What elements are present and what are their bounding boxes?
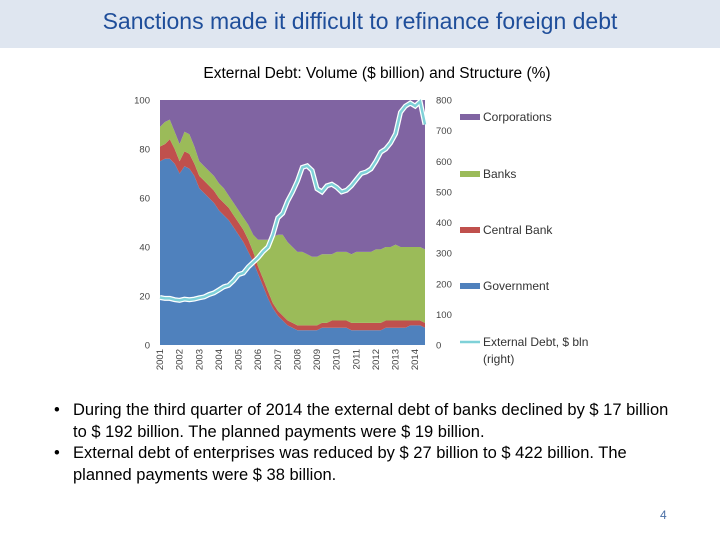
x-tick-label: 2001 xyxy=(155,349,166,370)
y-left-tick-label: 20 xyxy=(139,292,150,303)
y-right-tick-label: 400 xyxy=(436,218,452,229)
legend-label: Corporations xyxy=(483,110,552,124)
page-number: 4 xyxy=(660,508,667,522)
bullet-text-banks: During the third quarter of 2014 the ext… xyxy=(73,401,669,441)
legend-label: Government xyxy=(483,279,550,293)
x-tick-label: 2003 xyxy=(194,349,205,370)
chart-title: External Debt: Volume ($ billion) and St… xyxy=(203,65,551,82)
bullet-list: • During the third quarter of 2014 the e… xyxy=(52,400,672,486)
y-right-tick-label: 300 xyxy=(436,249,452,260)
x-tick-label: 2010 xyxy=(332,349,343,370)
legend-swatch-banks xyxy=(460,171,480,177)
y-left-tick-label: 80 xyxy=(139,145,150,156)
y-right-tick-label: 500 xyxy=(436,187,452,198)
y-left-tick-label: 0 xyxy=(145,341,150,352)
area-government xyxy=(160,158,425,345)
title-band xyxy=(0,0,720,48)
legend-label: Banks xyxy=(483,167,516,181)
area-banks xyxy=(160,119,425,326)
y-right-tick-label: 200 xyxy=(436,279,452,290)
x-tick-label: 2014 xyxy=(410,349,421,370)
bullet-symbol: • xyxy=(54,401,60,419)
x-tick-label: 2004 xyxy=(214,349,225,370)
slide-title: Sanctions made it difficult to refinance… xyxy=(102,8,618,34)
y-left-tick-label: 100 xyxy=(134,96,150,107)
x-tick-label: 2008 xyxy=(292,349,303,370)
bullet-item: • External debt of enterprises was reduc… xyxy=(52,443,672,486)
y-right-tick-label: 0 xyxy=(436,341,441,352)
x-tick-label: 2012 xyxy=(371,349,382,370)
legend-label: External Debt, $ bln xyxy=(483,335,588,349)
x-tick-label: 2007 xyxy=(273,349,284,370)
y-right-tick-label: 100 xyxy=(436,310,452,321)
bullet-symbol: • xyxy=(54,444,60,462)
legend-label-suffix: (right) xyxy=(483,352,514,366)
y-right-tick-label: 800 xyxy=(436,96,452,107)
line-external-debt xyxy=(159,99,427,302)
y-left-tick-label: 60 xyxy=(139,194,150,205)
x-tick-label: 2002 xyxy=(175,349,186,370)
legend-swatch-corporations xyxy=(460,114,480,120)
y-right-tick-label: 700 xyxy=(436,126,452,137)
bullet-text-enterprises: External debt of enterprises was reduced… xyxy=(73,444,627,484)
external-debt-chart: 1008060402008007006005004003002001000200… xyxy=(134,96,588,371)
y-left-tick-label: 40 xyxy=(139,243,150,254)
x-tick-label: 2011 xyxy=(351,349,362,369)
legend-swatch-government xyxy=(460,283,480,289)
area-central-bank xyxy=(160,139,425,331)
x-tick-label: 2009 xyxy=(312,349,323,370)
bullet-item: • During the third quarter of 2014 the e… xyxy=(52,400,672,443)
area-corporations xyxy=(160,100,425,257)
legend-label: Central Bank xyxy=(483,223,553,237)
x-tick-label: 2006 xyxy=(253,349,264,370)
legend-swatch-central-bank xyxy=(460,227,480,233)
x-tick-label: 2005 xyxy=(234,349,245,370)
x-tick-label: 2013 xyxy=(391,349,402,370)
y-right-tick-label: 600 xyxy=(436,157,452,168)
